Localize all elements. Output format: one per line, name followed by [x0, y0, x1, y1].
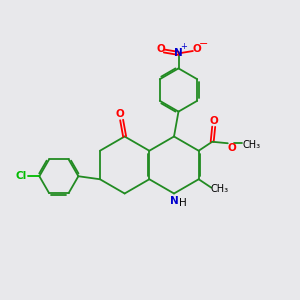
Text: N: N	[170, 196, 179, 206]
Text: CH₃: CH₃	[211, 184, 229, 194]
Text: CH₃: CH₃	[242, 140, 260, 150]
Text: +: +	[180, 42, 187, 51]
Text: O: O	[209, 116, 218, 126]
Text: −: −	[199, 39, 208, 50]
Text: H: H	[179, 198, 187, 208]
Text: N: N	[174, 48, 183, 59]
Text: O: O	[116, 109, 124, 119]
Text: Cl: Cl	[16, 171, 27, 181]
Text: O: O	[227, 143, 236, 153]
Text: O: O	[156, 44, 165, 54]
Text: O: O	[192, 44, 201, 54]
